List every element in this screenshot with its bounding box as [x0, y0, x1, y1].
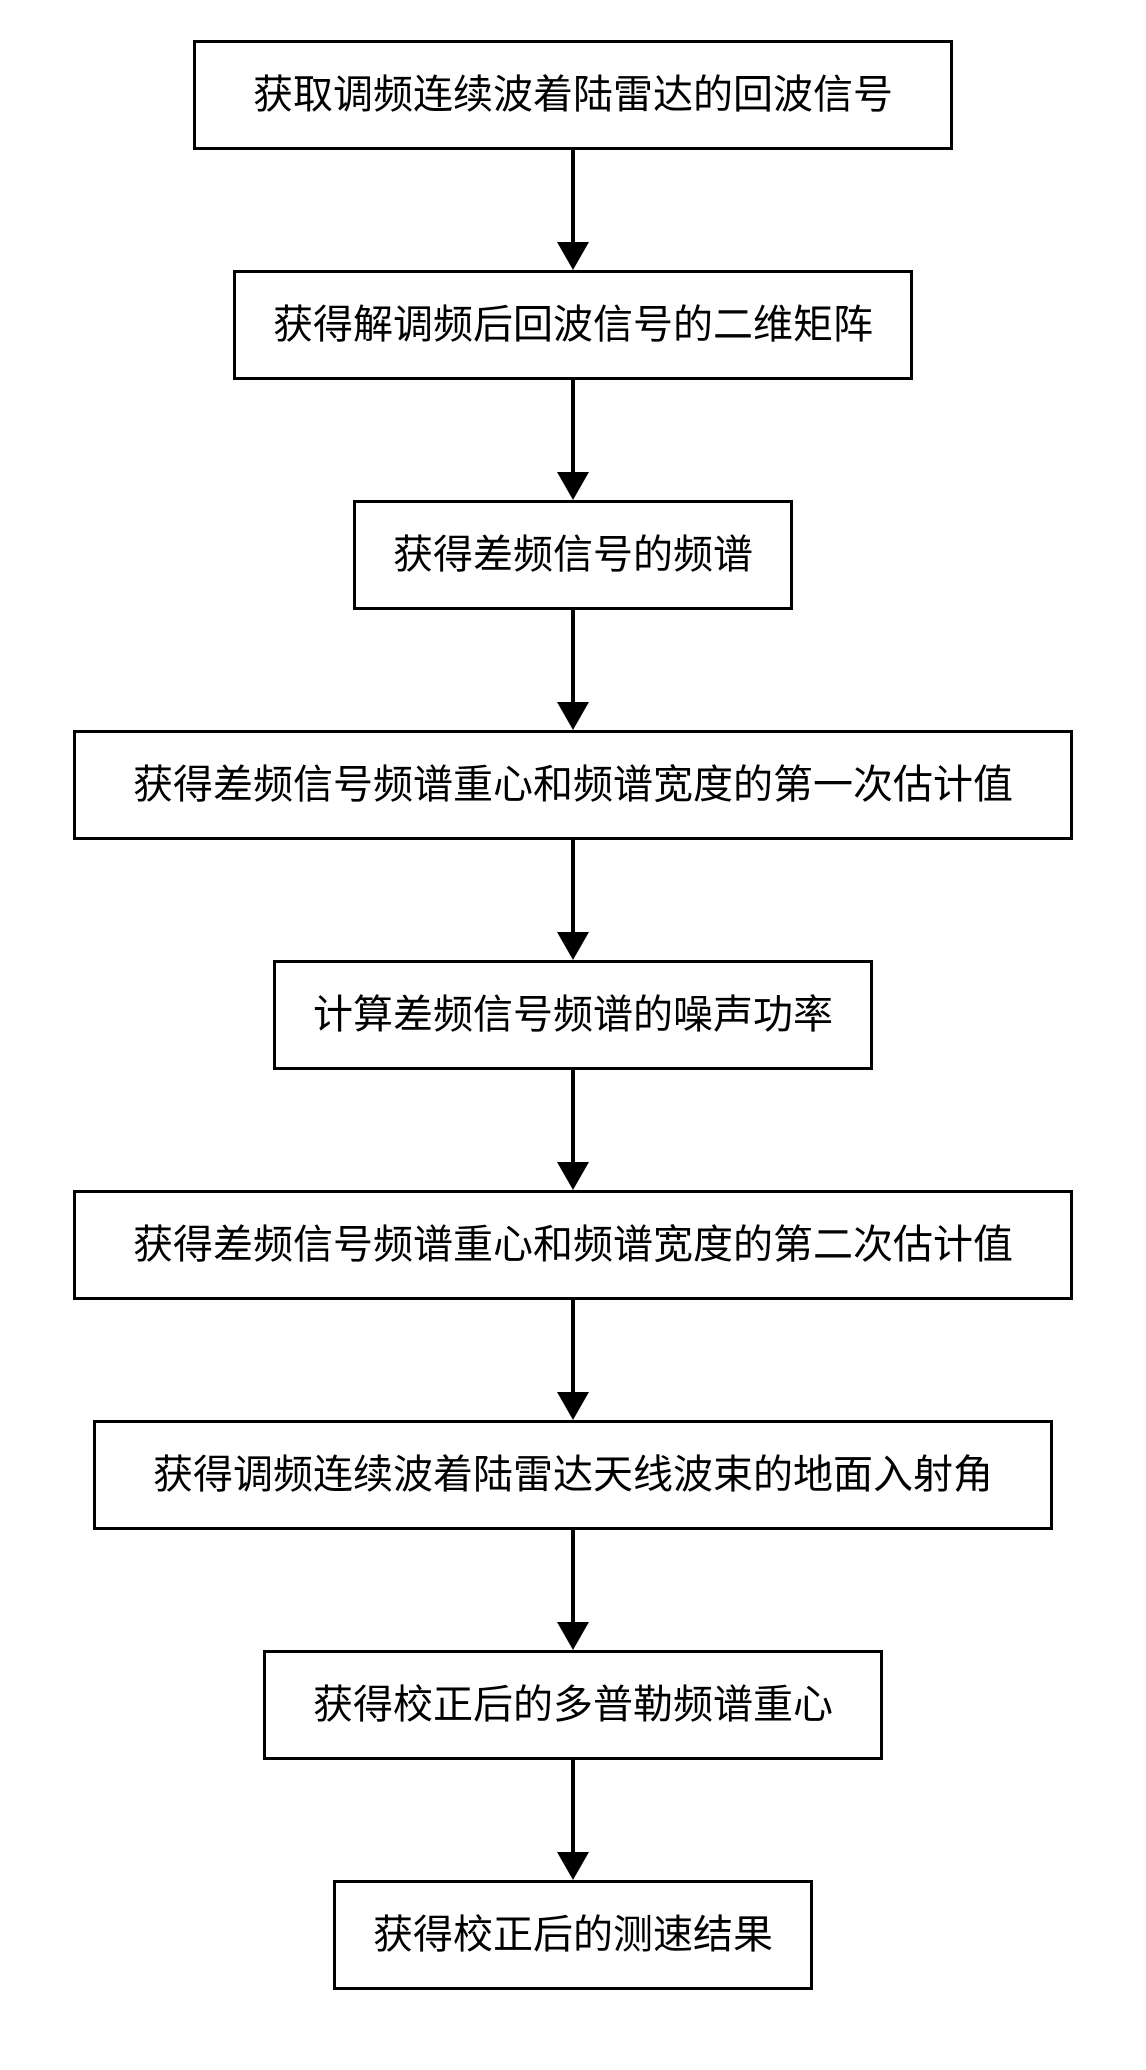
arrow-shaft	[571, 150, 575, 242]
arrow-head-icon	[557, 1852, 589, 1880]
flow-node-n1: 获取调频连续波着陆雷达的回波信号	[193, 40, 953, 150]
flow-node-label: 获得校正后的多普勒频谱重心	[313, 1681, 833, 1729]
arrow-head-icon	[557, 702, 589, 730]
flow-node-n7: 获得调频连续波着陆雷达天线波束的地面入射角	[93, 1420, 1053, 1530]
flow-node-n6: 获得差频信号频谱重心和频谱宽度的第二次估计值	[73, 1190, 1073, 1300]
arrow-shaft	[571, 1070, 575, 1162]
arrow-head-icon	[557, 1622, 589, 1650]
flow-arrow	[553, 380, 593, 500]
flow-node-n3: 获得差频信号的频谱	[353, 500, 793, 610]
flow-node-label: 获得差频信号频谱重心和频谱宽度的第一次估计值	[133, 761, 1013, 809]
flow-node-label: 计算差频信号频谱的噪声功率	[313, 991, 833, 1039]
arrow-head-icon	[557, 472, 589, 500]
flow-node-n4: 获得差频信号频谱重心和频谱宽度的第一次估计值	[73, 730, 1073, 840]
flow-arrow	[553, 610, 593, 730]
flow-node-n5: 计算差频信号频谱的噪声功率	[273, 960, 873, 1070]
arrow-shaft	[571, 1760, 575, 1852]
flow-node-label: 获得校正后的测速结果	[373, 1911, 773, 1959]
flow-node-label: 获取调频连续波着陆雷达的回波信号	[253, 71, 893, 119]
flow-node-n9: 获得校正后的测速结果	[333, 1880, 813, 1990]
arrow-head-icon	[557, 242, 589, 270]
arrow-head-icon	[557, 1392, 589, 1420]
flow-arrow	[553, 150, 593, 270]
flow-node-n8: 获得校正后的多普勒频谱重心	[263, 1650, 883, 1760]
arrow-head-icon	[557, 932, 589, 960]
flow-node-label: 获得差频信号频谱重心和频谱宽度的第二次估计值	[133, 1221, 1013, 1269]
arrow-shaft	[571, 380, 575, 472]
arrow-head-icon	[557, 1162, 589, 1190]
flowchart-container: 获取调频连续波着陆雷达的回波信号获得解调频后回波信号的二维矩阵获得差频信号的频谱…	[0, 0, 1146, 2070]
flow-arrow	[553, 840, 593, 960]
flow-node-n2: 获得解调频后回波信号的二维矩阵	[233, 270, 913, 380]
flow-arrow	[553, 1300, 593, 1420]
arrow-shaft	[571, 1300, 575, 1392]
flow-arrow	[553, 1760, 593, 1880]
flow-arrow	[553, 1530, 593, 1650]
arrow-shaft	[571, 840, 575, 932]
flow-node-label: 获得差频信号的频谱	[393, 531, 753, 579]
arrow-shaft	[571, 1530, 575, 1622]
flow-node-label: 获得解调频后回波信号的二维矩阵	[273, 301, 873, 349]
flow-arrow	[553, 1070, 593, 1190]
arrow-shaft	[571, 610, 575, 702]
flow-node-label: 获得调频连续波着陆雷达天线波束的地面入射角	[153, 1451, 993, 1499]
